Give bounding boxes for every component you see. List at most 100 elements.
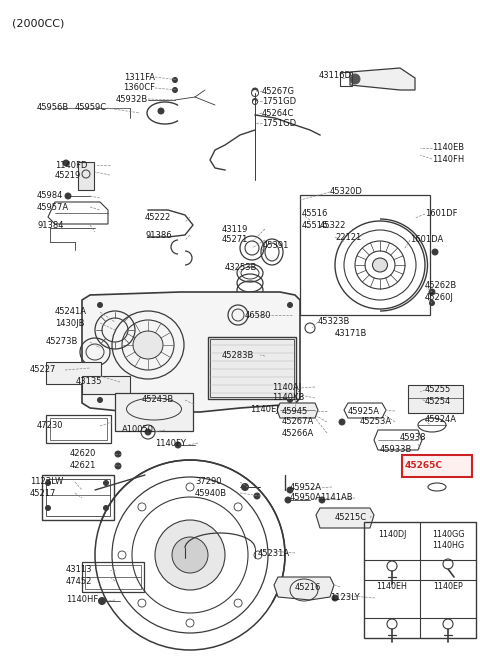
Circle shape — [254, 493, 260, 499]
Text: 45217: 45217 — [30, 489, 56, 498]
Text: 43113: 43113 — [66, 565, 93, 575]
Circle shape — [350, 74, 360, 84]
Text: 45253A: 45253A — [360, 418, 392, 426]
Circle shape — [104, 506, 108, 510]
Circle shape — [118, 551, 126, 559]
Text: 45267G: 45267G — [262, 87, 295, 95]
Bar — [408, 385, 463, 413]
Text: 45243B: 45243B — [142, 395, 174, 404]
Text: 45219: 45219 — [55, 171, 81, 179]
Circle shape — [104, 481, 108, 485]
Text: 37290: 37290 — [195, 477, 221, 487]
Text: 45266A: 45266A — [282, 428, 314, 438]
Circle shape — [288, 397, 292, 402]
Text: 45227: 45227 — [30, 365, 56, 375]
Text: 45932B: 45932B — [116, 95, 148, 103]
Circle shape — [186, 483, 194, 491]
Text: 1360CF: 1360CF — [123, 83, 155, 93]
Text: 1601DA: 1601DA — [410, 236, 443, 244]
Text: 45516: 45516 — [302, 209, 328, 218]
Text: 43116D: 43116D — [319, 71, 352, 81]
Text: 45950A: 45950A — [290, 493, 322, 502]
Bar — [42, 475, 114, 520]
Circle shape — [241, 483, 249, 491]
Circle shape — [98, 598, 106, 604]
Bar — [300, 195, 430, 315]
Bar — [78, 162, 94, 190]
Circle shape — [97, 303, 103, 308]
Bar — [46, 362, 101, 384]
Circle shape — [155, 520, 225, 590]
Text: 1140EJ: 1140EJ — [250, 406, 279, 414]
Text: 45391: 45391 — [263, 240, 289, 250]
Bar — [402, 455, 472, 477]
Ellipse shape — [133, 331, 163, 359]
Circle shape — [172, 537, 208, 573]
Bar — [50, 418, 107, 440]
Text: (2000CC): (2000CC) — [12, 18, 64, 28]
Text: 45271: 45271 — [222, 236, 248, 244]
Text: 1751GD: 1751GD — [262, 118, 296, 128]
Text: 45933B: 45933B — [380, 444, 412, 453]
Text: 1430JB: 1430JB — [55, 318, 84, 328]
Circle shape — [115, 451, 121, 457]
Text: 45925A: 45925A — [348, 406, 380, 416]
Text: 1140AJ: 1140AJ — [272, 383, 301, 391]
Text: A10050: A10050 — [122, 426, 154, 434]
Text: 45241A: 45241A — [55, 308, 87, 316]
Text: 45215C: 45215C — [335, 514, 367, 522]
Circle shape — [332, 595, 338, 601]
Text: 1140EP: 1140EP — [433, 582, 463, 591]
Text: 45924A: 45924A — [425, 416, 457, 424]
Circle shape — [138, 599, 146, 607]
Text: 43171B: 43171B — [335, 328, 367, 338]
Text: 91384: 91384 — [37, 220, 63, 230]
Circle shape — [158, 108, 164, 114]
Text: 45956B: 45956B — [37, 103, 69, 113]
Circle shape — [234, 599, 242, 607]
Polygon shape — [274, 577, 334, 600]
Text: 45322: 45322 — [320, 222, 347, 230]
Text: 1311FA: 1311FA — [124, 73, 155, 81]
Text: 1140HG: 1140HG — [432, 541, 464, 550]
Circle shape — [432, 249, 438, 255]
Circle shape — [288, 303, 292, 308]
Text: 1123LY: 1123LY — [330, 594, 360, 602]
Text: 45938: 45938 — [400, 434, 427, 442]
Circle shape — [175, 442, 181, 448]
Text: 45267A: 45267A — [282, 418, 314, 426]
Text: 45516: 45516 — [302, 222, 328, 230]
Text: 45273B: 45273B — [46, 338, 78, 346]
Text: 45265C: 45265C — [405, 461, 443, 471]
Text: 47230: 47230 — [37, 422, 63, 430]
Text: 45255: 45255 — [425, 385, 451, 395]
Text: 1601DF: 1601DF — [425, 209, 457, 218]
Text: 1140HF: 1140HF — [66, 596, 98, 604]
Polygon shape — [277, 403, 318, 418]
Bar — [208, 337, 296, 399]
Text: 1140EH: 1140EH — [377, 582, 408, 591]
Circle shape — [285, 497, 291, 503]
Circle shape — [319, 497, 325, 503]
Circle shape — [252, 88, 258, 94]
Circle shape — [172, 87, 178, 93]
Polygon shape — [82, 292, 300, 412]
Text: 45264C: 45264C — [262, 109, 294, 117]
Bar — [85, 565, 141, 589]
Text: 43253B: 43253B — [225, 263, 257, 273]
Text: 91386: 91386 — [145, 230, 172, 240]
Circle shape — [97, 397, 103, 402]
Text: 45231A: 45231A — [258, 549, 290, 557]
Bar — [364, 522, 476, 638]
Circle shape — [46, 481, 50, 485]
Circle shape — [172, 77, 178, 83]
Circle shape — [339, 419, 345, 425]
Text: 45984: 45984 — [37, 191, 63, 201]
Text: 43119: 43119 — [222, 224, 248, 234]
Text: 1140FH: 1140FH — [432, 154, 464, 164]
Circle shape — [115, 463, 121, 469]
Text: 1140FD: 1140FD — [55, 160, 87, 169]
Text: 45262B: 45262B — [425, 281, 457, 291]
Circle shape — [252, 99, 257, 105]
Circle shape — [252, 99, 257, 103]
